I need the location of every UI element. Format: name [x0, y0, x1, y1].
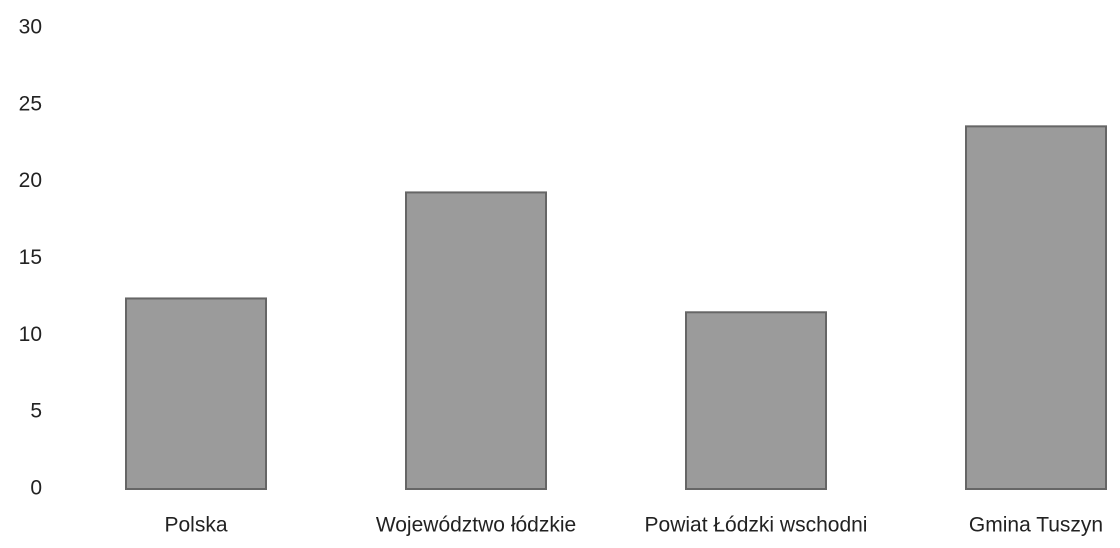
- bar: [405, 191, 547, 490]
- y-tick-label: 20: [19, 169, 42, 192]
- bar: [685, 311, 827, 490]
- x-tick-label: Województwo łódzkie: [376, 514, 576, 537]
- x-tick-label: Gmina Tuszyn: [969, 514, 1103, 537]
- y-tick-label: 0: [30, 477, 42, 500]
- bar: [965, 125, 1107, 490]
- bar: [125, 297, 267, 490]
- x-tick-label: Polska: [164, 514, 227, 537]
- y-tick-label: 30: [19, 16, 42, 39]
- y-tick-label: 15: [19, 246, 42, 269]
- y-tick-label: 25: [19, 92, 42, 115]
- y-tick-label: 10: [19, 323, 42, 346]
- x-tick-label: Powiat Łódzki wschodni: [645, 514, 868, 537]
- y-tick-label: 5: [30, 400, 42, 423]
